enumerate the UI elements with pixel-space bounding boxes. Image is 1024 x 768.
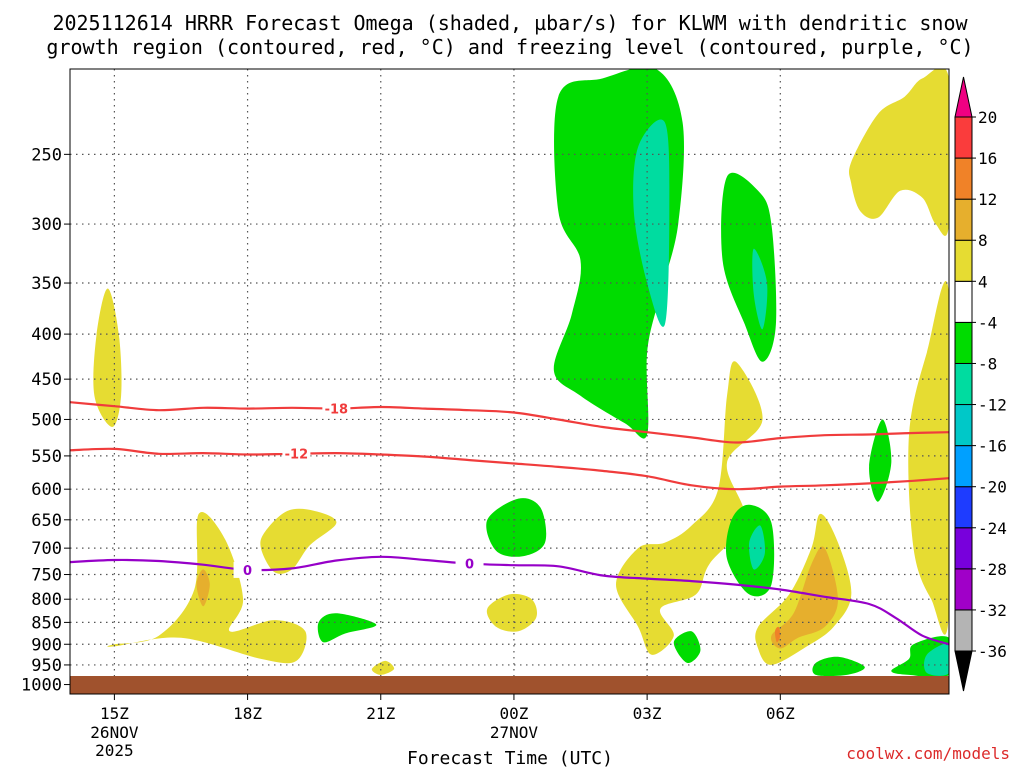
dgz-minus12-line [70,447,949,491]
omega-pos-4-f [616,361,763,655]
omega-neg-4-f [673,631,701,664]
y-tick-label-500: 500 [31,410,62,430]
freezing-level-label-2: 0 [465,558,474,573]
y-tick-label-450: 450 [31,370,62,390]
y-tick-label-850: 850 [31,613,62,633]
colorbar-label--36: -36 [978,642,1007,661]
watermark-text: coolwx.com/models [846,744,1010,763]
colorbar-label--24: -24 [978,519,1007,538]
terrain-ground [70,676,949,694]
freezing-level-label: 0 [243,564,252,579]
colorbar-box-11 [954,157,973,200]
x-axis-label: Forecast Time (UTC) [407,748,613,768]
colorbar-label--12: -12 [978,396,1007,415]
y-tick-label-400: 400 [31,325,62,345]
colorbar-label--4: -4 [978,313,997,332]
omega-neg-8-b [752,248,768,330]
x-tick-year-15Z: 2025 [95,741,134,760]
colorbar-label--20: -20 [978,478,1007,497]
omega-neg-8-c [748,525,766,570]
colorbar-box-12 [954,116,973,159]
y-tick-label-950: 950 [31,656,62,676]
y-tick-label-800: 800 [31,590,62,610]
freezing-level-line [70,555,949,646]
colorbar-label--8: -8 [978,354,997,373]
y-tick-label-250: 250 [31,145,62,165]
omega-pos-8-b [770,546,838,649]
colorbar-box-0 [954,609,973,652]
omega-neg-4-b [486,498,547,557]
y-tick-label-1000: 1000 [21,676,62,696]
plot-area: -18 -12 0 0 [70,69,949,694]
y-tick-label-900: 900 [31,635,62,655]
x-tick-date-00Z: 27NOV [490,723,539,742]
omega-pos-4-h [848,69,949,236]
omega-shading [93,69,949,678]
colorbar-box-9 [954,239,973,282]
colorbar-label-20: 20 [978,108,997,127]
colorbar-box-7 [954,321,973,364]
chart-title-line2: growth region (contoured, red, °C) and f… [46,35,973,59]
colorbar-box-5 [954,404,973,447]
omega-neg-4-i [812,656,865,677]
dgz-minus12-label-bg [282,445,311,462]
y-axis: 2503003504004505005506006507007508008509… [21,145,70,696]
dgz-minus12-label: -12 [285,448,309,463]
x-tick-label-03Z: 03Z [633,704,662,723]
omega-pos-12-a [774,626,781,643]
colorbar-label-4: 4 [978,272,988,291]
y-tick-label-650: 650 [31,511,62,531]
contour-lines: -18 -12 0 0 [70,400,949,646]
freezing-level-label-bg [233,561,262,578]
omega-neg-8-d [924,643,949,676]
colorbar: -36 -32 -28 -24 -20 -16 -12 -8 -4 4 8 12 16 20 [954,76,1007,692]
x-tick-date-15Z: 26NOV [90,723,139,742]
y-tick-label-550: 550 [31,447,62,467]
colorbar-box-1 [954,568,973,611]
chart-title-line1: 2025112614 HRRR Forecast Omega (shaded, … [52,11,968,35]
dgz-minus18-label-bg [322,400,351,417]
colorbar-box-6 [954,362,973,406]
dgz-minus18-label: -18 [325,403,349,418]
omega-pos-4-i [908,281,949,635]
omega-pos-4-e [486,593,538,632]
colorbar-box-4 [954,445,973,488]
y-tick-label-300: 300 [31,215,62,235]
colorbar-label--28: -28 [978,560,1007,579]
colorbar-label-16: 16 [978,149,997,168]
y-tick-label-750: 750 [31,566,62,586]
colorbar-label--32: -32 [978,601,1007,620]
plot-frame [69,68,950,695]
colorbar-label-8: 8 [978,231,988,250]
freezing-level-label-bg [455,555,484,572]
y-tick-label-350: 350 [31,274,62,294]
x-tick-label-00Z: 00Z [499,704,528,723]
omega-pos-8-a [196,569,210,607]
y-tick-label-700: 700 [31,539,62,559]
x-tick-label-15Z: 15Z [100,704,129,723]
x-tick-label-21Z: 21Z [366,704,395,723]
colorbar-box-8 [954,280,973,323]
dgz-minus18-line [70,401,949,444]
omega-neg-4-g [869,419,892,502]
omega-neg-4-a [317,613,377,643]
omega-pos-4-a [93,288,122,427]
y-tick-label-600: 600 [31,480,62,500]
colorbar-box-3 [954,486,973,529]
colorbar-box-2 [954,527,973,570]
omega-pos-4-c [260,508,337,574]
colorbar-label-12: 12 [978,190,997,209]
colorbar-label--16: -16 [978,437,1007,456]
colorbar-box-10 [954,198,973,241]
x-tick-label-18Z: 18Z [233,704,262,723]
x-tick-label-06Z: 06Z [766,704,795,723]
omega-neg-8-a [633,119,670,327]
